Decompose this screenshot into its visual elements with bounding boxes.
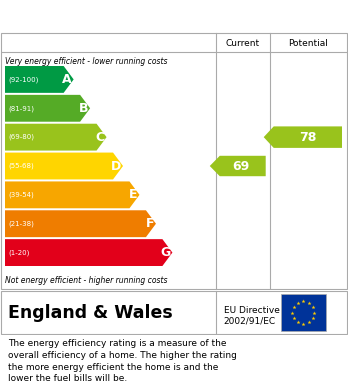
Polygon shape [5, 181, 140, 208]
Text: 2002/91/EC: 2002/91/EC [224, 317, 276, 326]
Polygon shape [5, 210, 156, 237]
Text: Energy Efficiency Rating: Energy Efficiency Rating [10, 9, 231, 23]
Text: (39-54): (39-54) [8, 192, 34, 198]
Text: 69: 69 [232, 160, 250, 172]
Text: D: D [111, 160, 121, 172]
Text: (55-68): (55-68) [8, 163, 34, 169]
Text: EU Directive: EU Directive [224, 306, 280, 315]
Polygon shape [210, 156, 266, 176]
Text: Not energy efficient - higher running costs: Not energy efficient - higher running co… [5, 276, 167, 285]
Text: 78: 78 [299, 131, 317, 143]
Text: G: G [160, 246, 171, 259]
Bar [281, 294, 326, 331]
Text: Current: Current [226, 38, 260, 47]
Text: B: B [79, 102, 88, 115]
Text: Very energy efficient - lower running costs: Very energy efficient - lower running co… [5, 57, 167, 66]
Polygon shape [5, 124, 106, 151]
Polygon shape [5, 152, 123, 179]
Text: A: A [62, 73, 72, 86]
Text: (1-20): (1-20) [8, 249, 29, 256]
Text: Potential: Potential [288, 38, 328, 47]
Polygon shape [5, 66, 74, 93]
Text: (92-100): (92-100) [8, 76, 38, 83]
Text: C: C [95, 131, 104, 143]
Text: E: E [129, 188, 137, 201]
Polygon shape [5, 95, 90, 122]
Text: England & Wales: England & Wales [8, 303, 173, 321]
Polygon shape [264, 126, 342, 148]
Text: (21-38): (21-38) [8, 221, 34, 227]
Text: F: F [145, 217, 154, 230]
Text: (69-80): (69-80) [8, 134, 34, 140]
Text: The energy efficiency rating is a measure of the
overall efficiency of a home. T: The energy efficiency rating is a measur… [8, 339, 237, 384]
Text: (81-91): (81-91) [8, 105, 34, 111]
Polygon shape [5, 239, 172, 266]
